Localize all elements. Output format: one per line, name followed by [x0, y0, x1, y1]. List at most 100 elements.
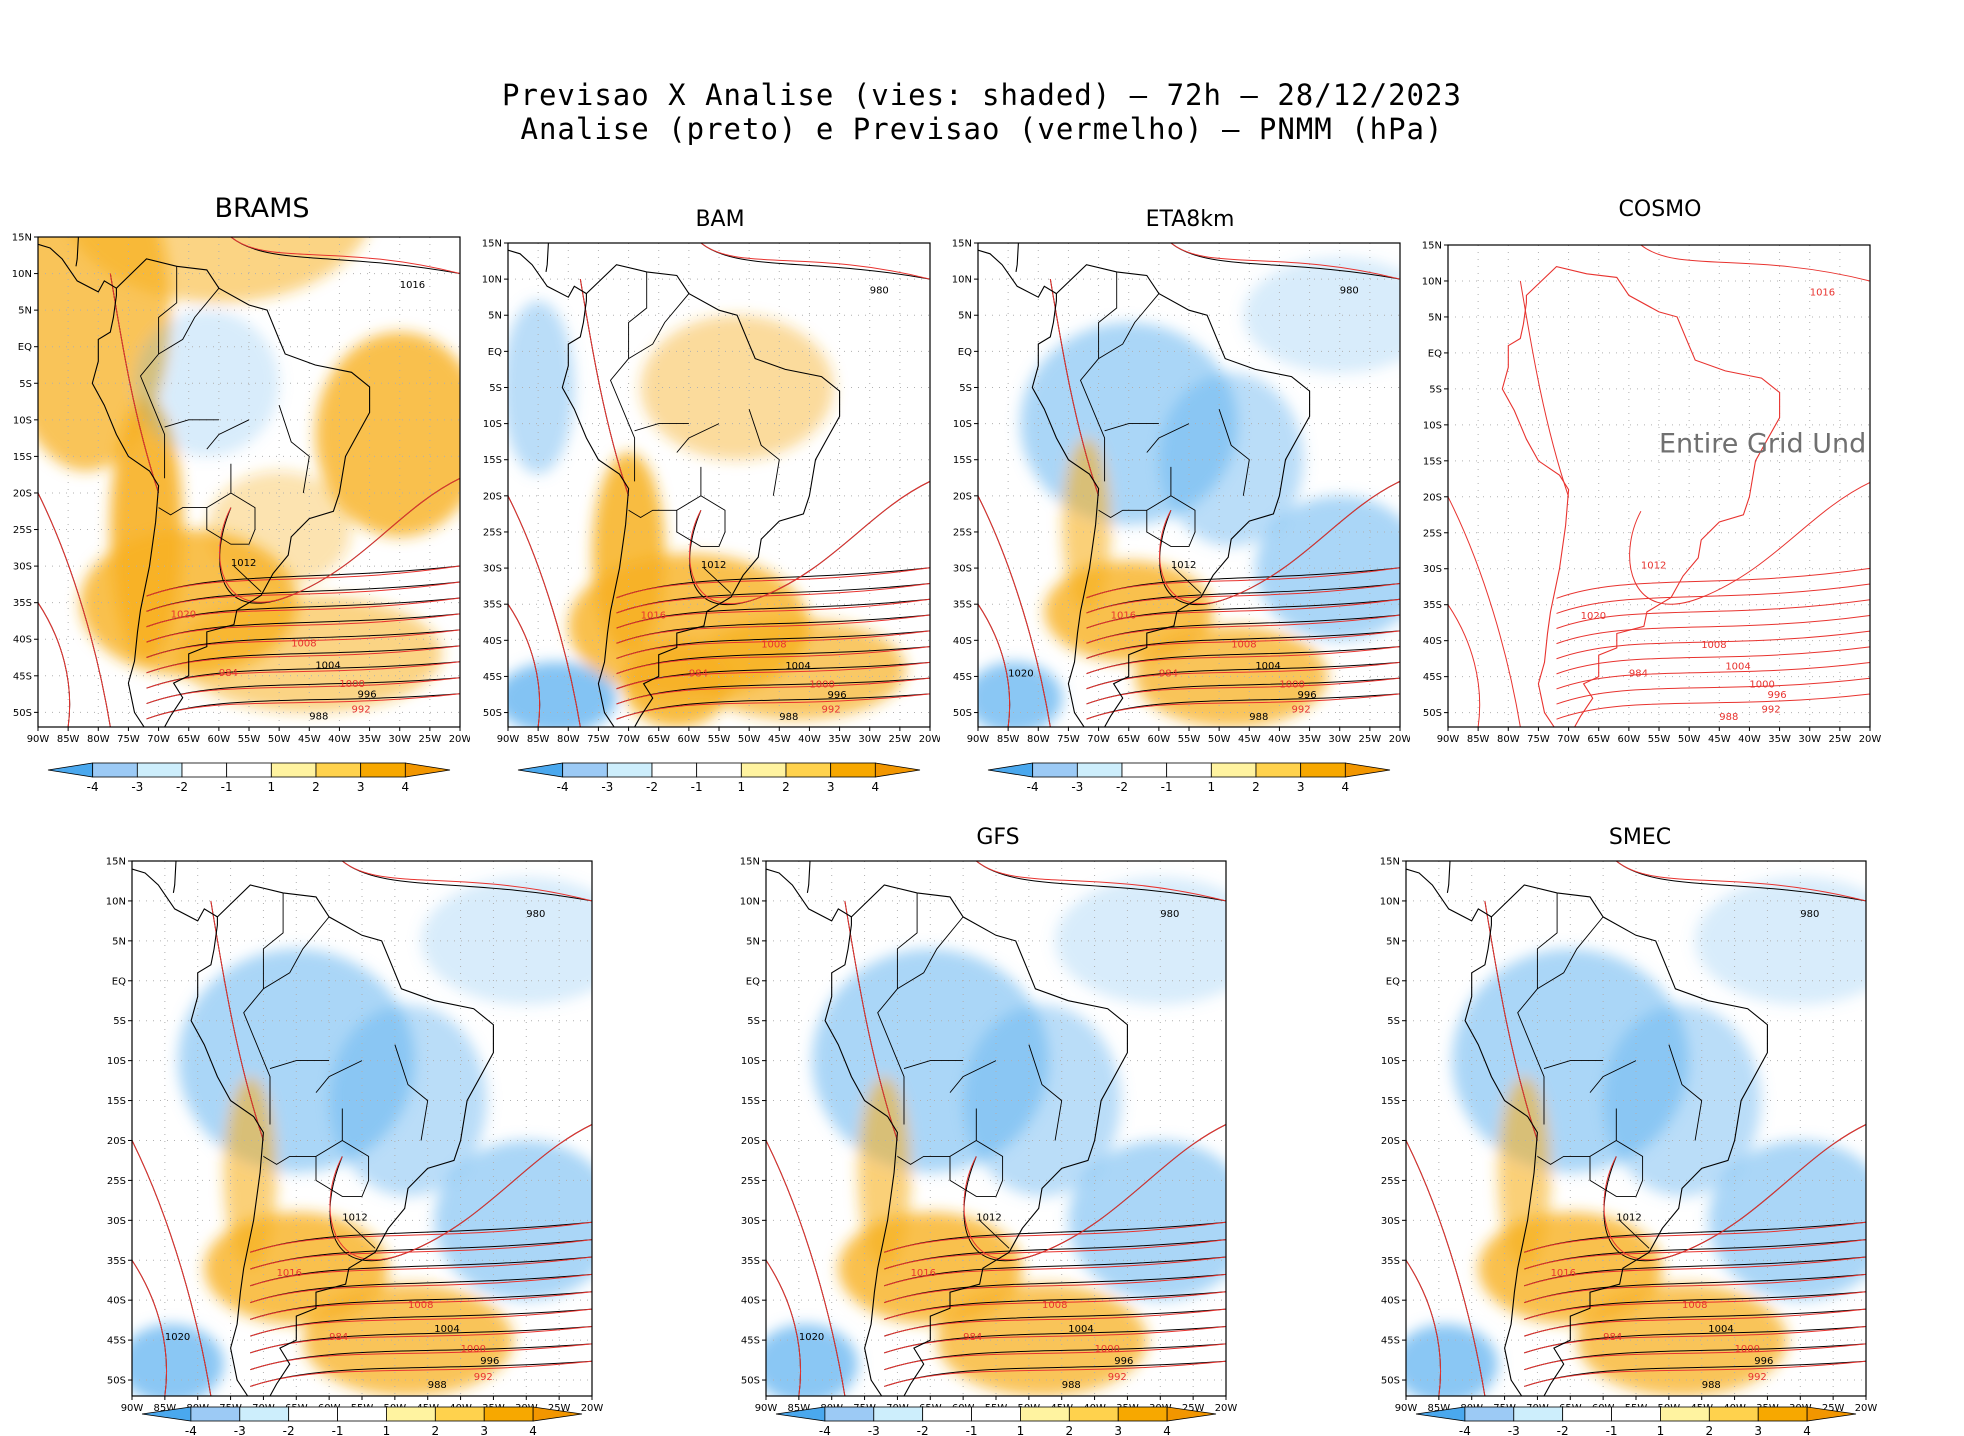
lat-tick-label: 30S — [1423, 564, 1442, 575]
colorbar-tick-label: 4 — [402, 780, 410, 794]
forecast-isobars — [978, 243, 1400, 727]
lat-tick-label: 5N — [18, 306, 32, 317]
lat-tick-label: 30S — [107, 1216, 126, 1227]
lat-tick-label: 5N — [958, 311, 972, 322]
lat-tick-label: 10N — [1422, 276, 1442, 287]
isobar-label: 1008 — [1231, 640, 1256, 651]
colorbar-tick-label: 3 — [827, 780, 835, 794]
lat-tick-label: 5S — [1429, 384, 1442, 395]
colorbar-tick-label: -2 — [176, 780, 188, 794]
lat-tick-label: 45S — [107, 1336, 126, 1347]
lat-tick-label: 5S — [747, 1016, 760, 1027]
lat-tick-label: 25S — [107, 1176, 126, 1187]
isobar-label: 980 — [1340, 286, 1359, 297]
colorbar-tick-label: 3 — [1297, 780, 1305, 794]
colorbar-tick-label: -1 — [221, 780, 233, 794]
lat-tick-label: 40S — [107, 1296, 126, 1307]
lon-tick-label: 65W — [1587, 734, 1610, 745]
lat-tick-label: 10S — [107, 1056, 126, 1067]
lon-tick-label: 25W — [1359, 734, 1382, 745]
lat-tick-label: 45S — [953, 672, 972, 683]
isobar-label: 1000 — [809, 679, 834, 690]
lon-tick-label: 40W — [328, 734, 351, 745]
colorbar-tick-label: 3 — [1114, 1424, 1122, 1436]
colorbar-tick-label: -4 — [185, 1424, 197, 1436]
lon-tick-label: 80W — [1497, 734, 1520, 745]
colorbar-tick-label: 4 — [1803, 1424, 1811, 1436]
lat-tick-label: 5N — [746, 936, 760, 947]
colorbar-tick-label: 1 — [268, 780, 276, 794]
lat-tick-label: 5N — [112, 936, 126, 947]
forecast-isobars — [38, 237, 460, 727]
lon-tick-label: 60W — [1148, 734, 1171, 745]
lon-tick-label: 90W — [967, 734, 990, 745]
lat-tick-label: 45S — [1381, 1336, 1400, 1347]
colorbar-tick-label: 1 — [1017, 1424, 1025, 1436]
colorbar-tick-label: 2 — [782, 780, 790, 794]
lat-tick-label: 15S — [953, 455, 972, 466]
panel-title: BRAMS — [214, 193, 310, 224]
isobar-label: 1012 — [1616, 1212, 1641, 1223]
colorbar-tick-label: -4 — [557, 780, 569, 794]
isobar-label: 1000 — [1279, 679, 1304, 690]
isobar-label: 1000 — [1095, 1344, 1120, 1355]
lon-tick-label: 90W — [755, 1403, 778, 1414]
lon-tick-label: 55W — [1648, 734, 1671, 745]
isobar-label: 1016 — [400, 280, 425, 291]
lon-tick-label: 20W — [449, 734, 470, 745]
lat-tick-label: 40S — [953, 636, 972, 647]
lon-tick-label: 85W — [997, 734, 1020, 745]
isobar-label: 1016 — [277, 1268, 302, 1279]
lat-tick-label: 35S — [483, 600, 502, 611]
figure-title-line2: Analise (preto) e Previsao (vermelho) – … — [520, 112, 1444, 146]
lon-tick-label: 50W — [1208, 734, 1231, 745]
lat-tick-label: 50S — [1381, 1376, 1400, 1387]
coastline — [1501, 265, 1781, 727]
lat-tick-label: 15N — [740, 857, 760, 868]
lon-tick-label: 60W — [208, 734, 231, 745]
forecast-isobars — [1448, 245, 1870, 727]
lat-tick-label: 35S — [1423, 600, 1442, 611]
lon-tick-label: 30W — [1328, 734, 1351, 745]
lon-tick-label: 85W — [154, 1403, 177, 1414]
colorbar: -4 -3 -2 -1 1 2 3 4 — [987, 762, 1391, 794]
colorbar-tick-label: 4 — [529, 1424, 537, 1436]
lat-tick-label: 25S — [483, 527, 502, 538]
lat-tick-label: 45S — [13, 671, 32, 682]
isobar-label: 988 — [1702, 1380, 1721, 1391]
panel-title: COSMO — [1618, 197, 1702, 222]
lon-tick-label: 90W — [497, 734, 520, 745]
isobar-label: 984 — [1159, 668, 1178, 679]
isobar-label: 1008 — [761, 640, 786, 651]
isobar-label: 984 — [963, 1332, 982, 1343]
colorbar: -4 -3 -2 -1 1 2 3 4 — [1415, 1406, 1857, 1436]
lat-tick-label: 10S — [13, 415, 32, 426]
lat-tick-label: 5N — [488, 311, 502, 322]
lat-tick-label: 30S — [13, 562, 32, 573]
isobar-label: 1004 — [1068, 1324, 1093, 1335]
lat-tick-label: 15N — [952, 239, 972, 250]
lat-tick-label: 40S — [741, 1296, 760, 1307]
panel-brams: BRAMS 1012 1008 1004 1000 996 992 988 984 1016 102… — [0, 185, 470, 795]
colorbar-tick-label: 3 — [357, 780, 365, 794]
map-svg: 1012100810041000996992988984980101615N10… — [1380, 857, 1878, 1436]
isobar-label: 1008 — [408, 1300, 433, 1311]
colorbar: -4 -3 -2 -1 1 2 3 4 — [517, 762, 921, 794]
lat-tick-label: 5S — [959, 383, 972, 394]
lon-tick-label: 65W — [1117, 734, 1140, 745]
colorbar: -4 -3 -2 -1 1 2 3 4 — [775, 1406, 1217, 1436]
lon-tick-label: 75W — [1057, 734, 1080, 745]
lon-tick-label: 90W — [121, 1403, 144, 1414]
isobar-label: 984 — [689, 668, 708, 679]
lon-tick-label: 75W — [117, 734, 140, 745]
lat-tick-label: 10N — [106, 896, 126, 907]
colorbar-tick-label: 4 — [1342, 780, 1350, 794]
isobar-label: 1012 — [1171, 560, 1196, 571]
lat-tick-label: 25S — [1381, 1176, 1400, 1187]
lat-tick-label: 20S — [1423, 492, 1442, 503]
lon-tick-label: 80W — [557, 734, 580, 745]
isobar-label: 996 — [358, 690, 377, 701]
